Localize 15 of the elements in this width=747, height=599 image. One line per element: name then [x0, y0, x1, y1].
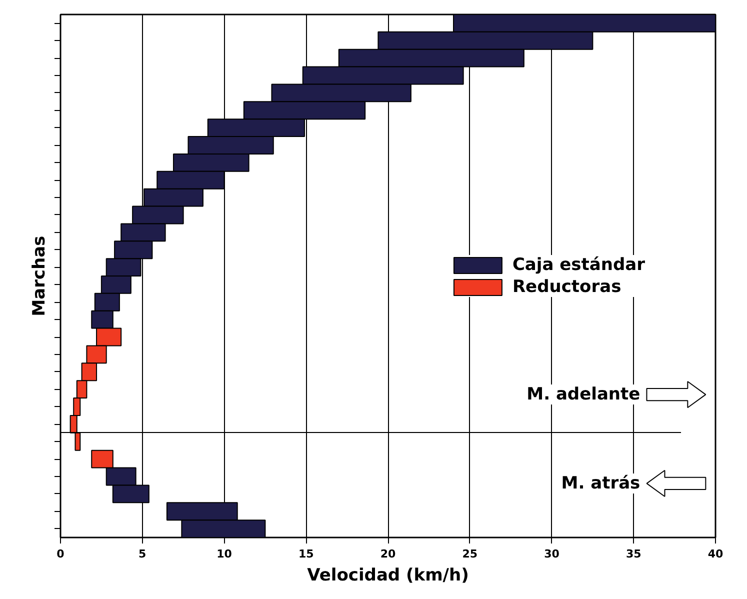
annotation: M. adelante — [526, 384, 640, 405]
x-tick-label: 20 — [380, 548, 396, 560]
x-tick-label: 0 — [56, 548, 65, 560]
x-tick-label: 10 — [216, 548, 232, 560]
x-axis-title: Velocidad (km/h) — [307, 566, 469, 586]
x-tick-label: 30 — [544, 548, 560, 560]
x-tick-label: 15 — [298, 548, 314, 560]
y-axis-title: Marchas — [30, 236, 50, 316]
legend-label: Caja estándar — [512, 254, 645, 274]
x-tick-label: 40 — [708, 548, 724, 560]
x-tick-label: 35 — [626, 548, 642, 560]
x-tick-label: 5 — [138, 548, 146, 560]
legend-label: Reductoras — [512, 276, 622, 296]
x-tick-label: 25 — [462, 548, 478, 560]
annotation: M. atrás — [561, 473, 640, 494]
